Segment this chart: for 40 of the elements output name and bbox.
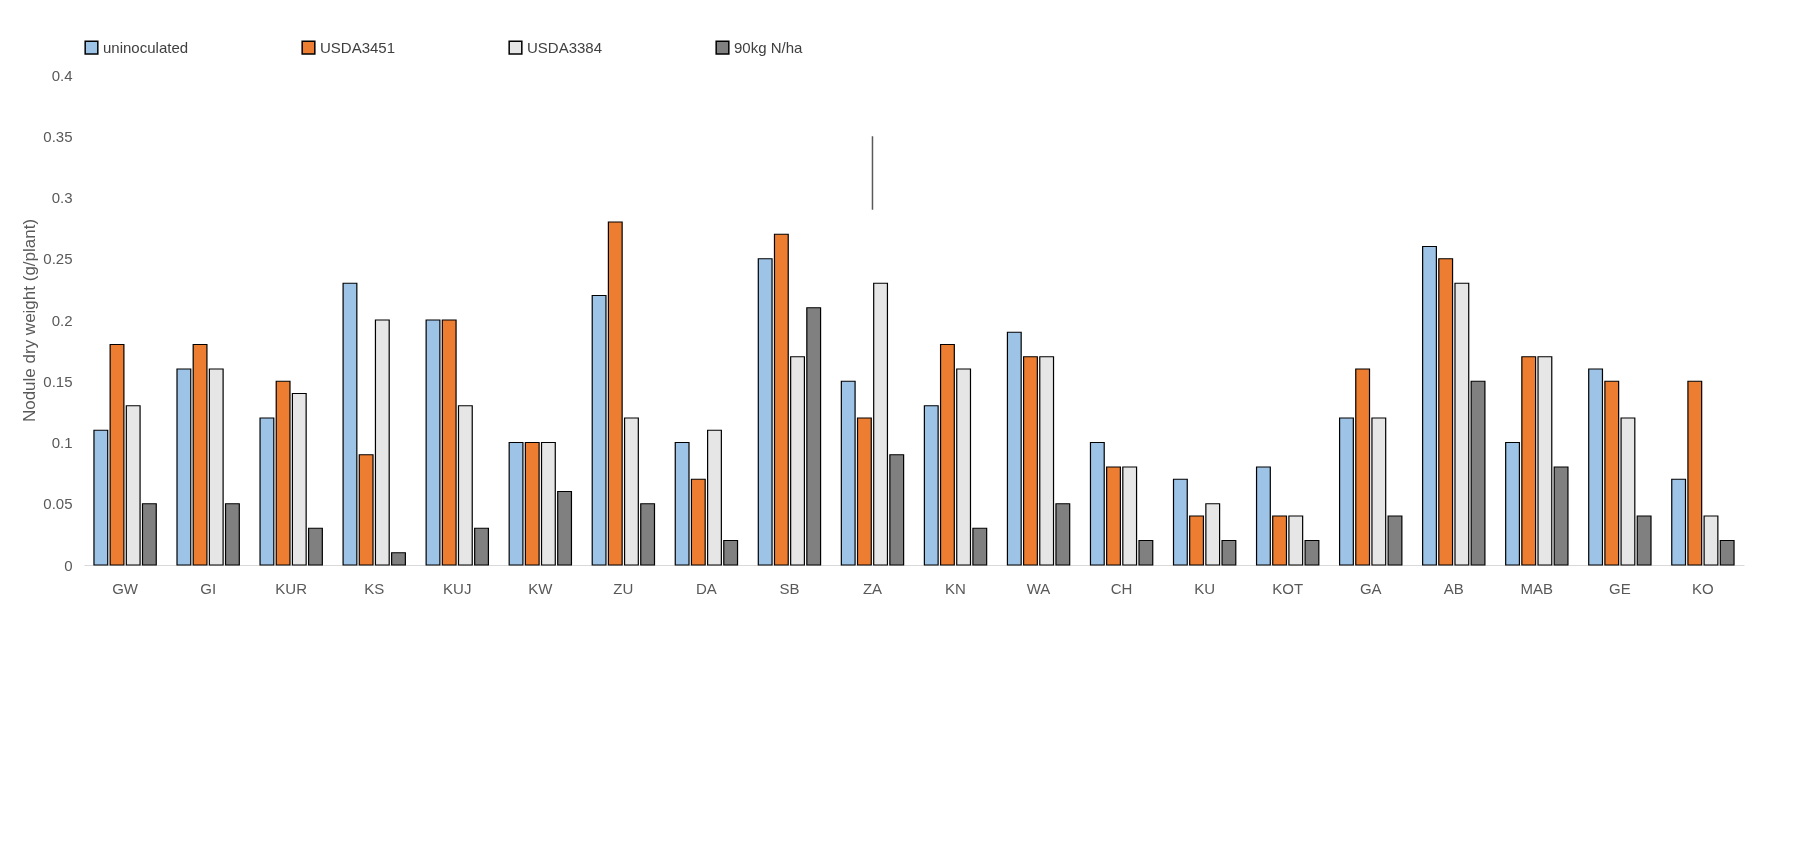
y-tick-label: 0 xyxy=(64,556,73,574)
legend-label: USDA3384 xyxy=(527,38,603,56)
x-tick-label: DA xyxy=(695,579,717,597)
x-tick-label: KN xyxy=(945,579,966,597)
bar xyxy=(1470,380,1486,566)
x-tick-label: ZA xyxy=(862,579,883,597)
bar xyxy=(176,368,192,566)
x-tick-label: KU xyxy=(1194,579,1216,597)
x-tick-label: KOT xyxy=(1272,579,1304,597)
x-tick-label: ZU xyxy=(613,579,634,597)
x-tick-label: AB xyxy=(1443,579,1464,597)
x-tick-label: CH xyxy=(1110,579,1133,597)
x-tick-label: MAB xyxy=(1520,579,1554,597)
bar xyxy=(1636,515,1652,566)
legend-label: uninoculated xyxy=(103,38,189,56)
x-tick-label: KUR xyxy=(275,579,308,597)
y-tick-label: 0.15 xyxy=(43,372,73,390)
y-tick-label: 0.1 xyxy=(51,434,73,451)
legend-label: USDA3451 xyxy=(320,38,396,56)
bar xyxy=(1553,466,1569,566)
x-tick-label: GI xyxy=(200,579,217,597)
x-tick-label: GE xyxy=(1609,579,1631,597)
y-tick-label: 0.05 xyxy=(43,495,73,513)
x-tick-label: KO xyxy=(1692,579,1714,597)
x-tick-label: KS xyxy=(364,579,385,597)
y-tick-label: 0.3 xyxy=(51,189,73,206)
y-tick-label: 0.4 xyxy=(51,66,73,84)
x-tick-label: WA xyxy=(1026,579,1051,597)
legend-label: 90kg N/ha xyxy=(734,38,804,56)
x-tick-label: GA xyxy=(1359,579,1382,597)
x-tick-label: GW xyxy=(112,579,139,597)
x-tick-label: KW xyxy=(528,579,554,597)
bar xyxy=(342,282,358,566)
x-tick-label: SB xyxy=(779,579,800,597)
y-tick-label: 0.2 xyxy=(51,311,73,329)
bar xyxy=(259,417,275,566)
y-axis-title: Nodule dry weight (g/plant) xyxy=(20,218,40,423)
x-tick-label: KUJ xyxy=(443,579,472,597)
y-tick-label: 0.25 xyxy=(43,250,73,268)
y-tick-label: 0.35 xyxy=(43,127,73,145)
